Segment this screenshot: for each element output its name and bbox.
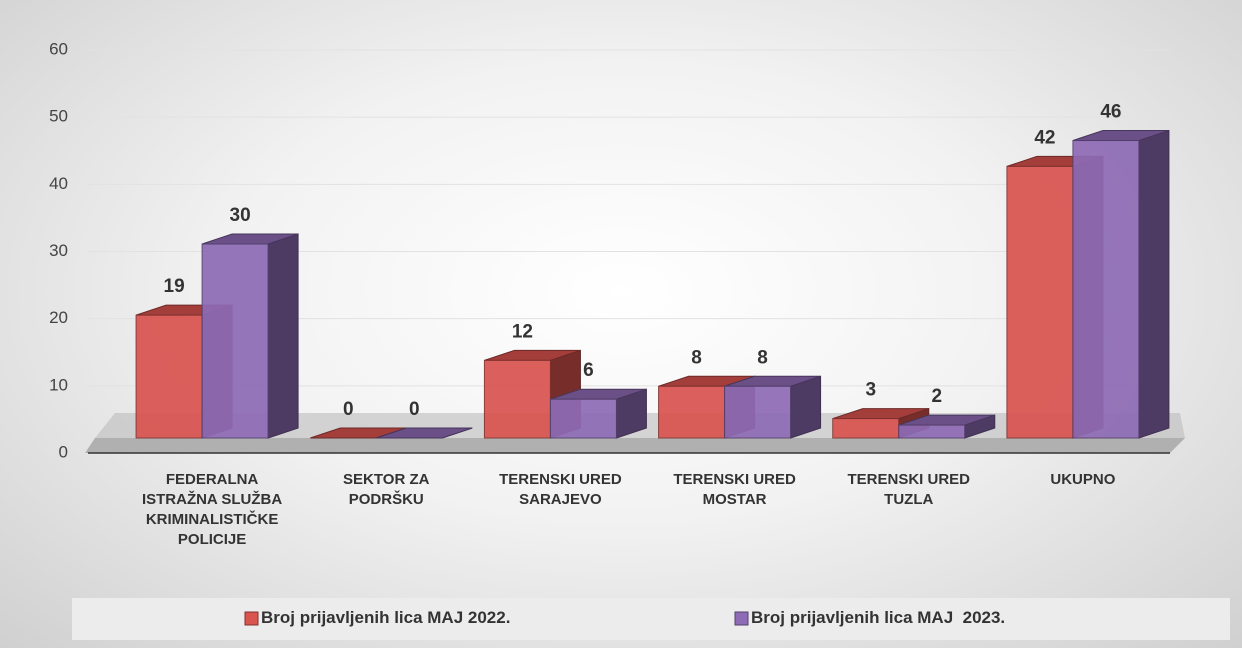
legend-swatch [734,611,749,626]
legend-label: Broj prijavljenih lica MAJ 2022. [261,608,511,627]
data-label: 19 [164,276,185,297]
data-label: 0 [409,399,420,420]
legend-box [72,598,1230,640]
bar [549,388,647,439]
data-label: 6 [583,360,594,381]
y-tick-label: 10 [49,375,68,394]
x-tick-label: FEDERALNA ISTRAŽNA SLUŽBA KRIMINALISTIČK… [141,471,283,548]
x-tick-label: TERENSKI URED SARAJEVO [499,471,622,508]
data-label: 0 [343,399,354,420]
data-label: 8 [691,347,702,368]
y-tick-label: 40 [49,174,68,193]
x-tick-label: TERENSKI URED TUZLA [847,471,970,508]
x-tick-label: SEKTOR ZA PODRŠKU [343,471,430,508]
bar [724,375,822,439]
y-tick-label: 50 [49,107,68,126]
legend-swatch [244,611,259,626]
data-label: 3 [865,380,876,401]
bar [376,427,473,439]
x-tick-label: UKUPNO [1050,471,1116,488]
y-tick-label: 60 [49,39,68,58]
y-tick-label: 20 [49,308,68,327]
y-tick-label: 0 [59,442,68,461]
bar [1072,129,1170,439]
data-label: 30 [230,205,251,226]
x-tick-label: TERENSKI URED MOSTAR [673,471,796,508]
data-label: 42 [1034,127,1055,148]
data-label: 12 [512,321,533,342]
data-label: 46 [1100,102,1121,123]
bar [201,233,299,439]
bar [898,414,996,439]
legend-label: Broj prijavljenih lica MAJ 2023. [751,608,1006,627]
floor [85,438,1185,453]
y-tick-label: 30 [49,241,68,260]
data-label: 2 [931,386,942,407]
data-label: 8 [757,347,768,368]
